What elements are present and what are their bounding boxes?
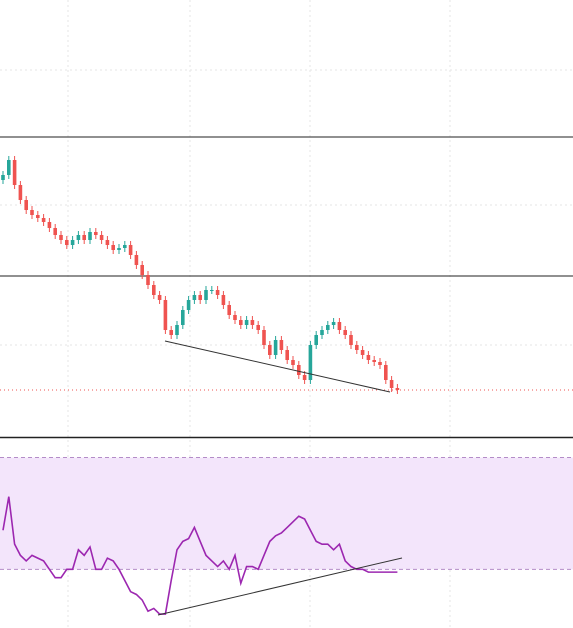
candle-body <box>215 290 220 295</box>
candle-body <box>105 240 110 245</box>
candle-body <box>65 240 69 245</box>
candle-body <box>140 265 144 275</box>
candle-body <box>244 320 249 325</box>
marks <box>0 156 573 615</box>
rsi-line <box>2 496 398 615</box>
candle-body <box>320 330 324 335</box>
candle-body <box>308 345 313 380</box>
candle-body <box>343 330 347 335</box>
candle-body <box>378 362 382 365</box>
candle-body <box>117 248 121 250</box>
candle-body <box>372 360 376 362</box>
candle-body <box>250 320 255 325</box>
candle-body <box>7 160 11 175</box>
candle-body <box>326 325 330 330</box>
candle-body <box>82 235 86 240</box>
candle-body <box>24 200 28 210</box>
candle-body <box>389 380 394 388</box>
candle-body <box>239 320 243 325</box>
candle-body <box>181 310 185 325</box>
candle-body <box>36 215 40 218</box>
candle-body <box>30 210 34 215</box>
candle-body <box>70 240 75 245</box>
candle-body <box>152 285 156 295</box>
candle-body <box>210 290 214 291</box>
candle-body <box>273 340 278 355</box>
candle-body <box>99 235 104 240</box>
candle-body <box>18 185 23 200</box>
candle-body <box>53 228 57 235</box>
candle-body <box>76 235 81 240</box>
candle-body <box>175 325 179 335</box>
candle-body <box>169 330 173 335</box>
candle-body <box>256 325 260 330</box>
candle-body <box>227 305 231 315</box>
candle-body <box>291 360 295 365</box>
candle-body <box>94 232 98 235</box>
candle-body <box>157 295 162 300</box>
candle-body <box>302 375 307 380</box>
candle-body <box>297 365 301 375</box>
candle-body <box>349 335 353 345</box>
candle-body <box>198 295 202 300</box>
band-fill <box>0 457 573 570</box>
candle-body <box>41 218 46 222</box>
candle-body <box>146 275 150 285</box>
trend-line <box>164 340 391 393</box>
candle-body <box>192 295 197 300</box>
candle-body <box>395 388 400 390</box>
candle-body <box>12 160 17 185</box>
candle-body <box>384 365 388 380</box>
candle-body <box>186 300 191 310</box>
candle-body <box>163 300 168 330</box>
candle-body <box>262 330 266 345</box>
candle-body <box>128 245 133 255</box>
candle-body <box>1 175 5 180</box>
candle-body <box>204 290 208 300</box>
candle-body <box>360 350 365 355</box>
candle-body <box>221 295 226 305</box>
candle-body <box>88 232 92 240</box>
candle-body <box>314 335 318 345</box>
candle-body <box>233 315 237 320</box>
candle-body <box>59 235 63 240</box>
candle-body <box>279 340 284 350</box>
candle-body <box>285 350 289 360</box>
candle-body <box>134 255 139 265</box>
trend-line <box>157 557 403 616</box>
candle-body <box>331 322 336 325</box>
candle-body <box>111 245 115 250</box>
candle-body <box>47 222 52 228</box>
candle-body <box>355 345 359 350</box>
candle-body <box>366 355 371 360</box>
candle-body <box>268 345 272 355</box>
candle-body <box>123 245 127 248</box>
candle-body <box>337 322 342 330</box>
